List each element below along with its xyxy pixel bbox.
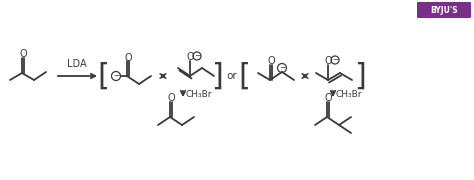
Text: O: O <box>324 56 332 66</box>
Text: O: O <box>167 93 175 103</box>
FancyBboxPatch shape <box>417 2 471 18</box>
Text: ]: ] <box>211 62 223 91</box>
Text: −: − <box>113 71 119 80</box>
Text: LDA: LDA <box>67 59 87 69</box>
Text: −: − <box>279 63 285 72</box>
Text: [: [ <box>238 62 250 91</box>
Text: or: or <box>227 71 237 81</box>
Text: CH₃Br: CH₃Br <box>186 89 212 98</box>
Text: BYJU'S: BYJU'S <box>430 6 458 15</box>
Text: [: [ <box>97 62 109 91</box>
Text: O: O <box>19 49 27 59</box>
Text: O: O <box>267 56 275 66</box>
Text: ]: ] <box>354 62 366 91</box>
Text: O: O <box>186 52 194 62</box>
Text: O: O <box>324 93 332 103</box>
Text: −: − <box>194 51 200 60</box>
Text: −: − <box>332 55 338 64</box>
Text: CH₃Br: CH₃Br <box>336 89 363 98</box>
Text: O: O <box>124 53 132 63</box>
